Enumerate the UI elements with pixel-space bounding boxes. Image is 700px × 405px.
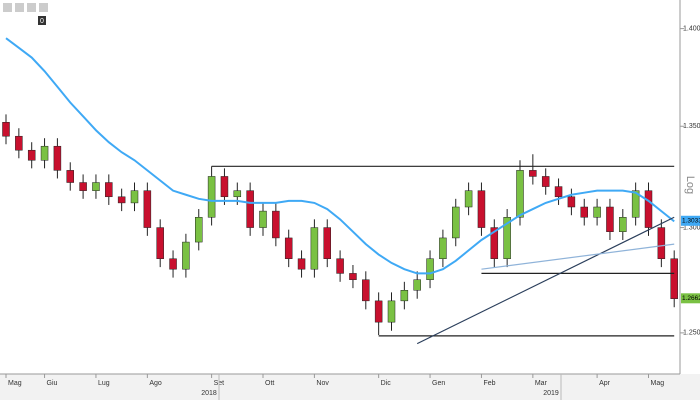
candle-body bbox=[66, 170, 74, 183]
candle-body bbox=[105, 182, 113, 198]
log-label: Log bbox=[684, 176, 696, 194]
candle-body bbox=[567, 196, 576, 208]
candle-body bbox=[593, 206, 601, 218]
candle-body bbox=[631, 190, 640, 218]
x-tick-label: Mag bbox=[651, 380, 665, 387]
drawn-line bbox=[416, 216, 675, 345]
candle-body bbox=[117, 196, 126, 204]
tool-button[interactable] bbox=[3, 3, 12, 12]
x-tick-label: Ago bbox=[149, 380, 162, 387]
x-tick-label: Giu bbox=[47, 380, 58, 387]
candle-body bbox=[541, 176, 550, 187]
price-tag bbox=[681, 215, 700, 226]
year-label: 2018 bbox=[201, 390, 217, 397]
candle-body bbox=[323, 227, 331, 259]
candle-body bbox=[79, 182, 87, 191]
candle-body bbox=[272, 210, 280, 239]
candle-body bbox=[246, 190, 254, 228]
candle-body bbox=[529, 170, 537, 177]
candle-body bbox=[657, 227, 666, 259]
candle-body bbox=[503, 217, 511, 259]
candle-body bbox=[156, 227, 164, 259]
candle-body bbox=[2, 122, 10, 137]
y-tick-label: 1.3500 bbox=[683, 123, 700, 130]
candle-body bbox=[143, 190, 152, 228]
price-tag bbox=[681, 293, 700, 304]
candle-body bbox=[195, 217, 203, 243]
candle-body bbox=[387, 300, 396, 323]
toolbar: 0 bbox=[3, 3, 48, 25]
year-label: 2019 bbox=[543, 390, 559, 397]
candle-body bbox=[284, 237, 293, 259]
candle-body bbox=[554, 186, 563, 198]
x-tick-label: Lug bbox=[98, 380, 110, 387]
candle-body bbox=[169, 258, 177, 270]
candle-body bbox=[92, 182, 100, 191]
y-tick-label: 1.3000 bbox=[683, 224, 700, 231]
tool-button[interactable] bbox=[27, 3, 36, 12]
candle-body bbox=[644, 190, 653, 228]
tool-button[interactable] bbox=[39, 3, 48, 12]
candle-body bbox=[464, 190, 473, 208]
candle-body bbox=[27, 149, 36, 161]
x-tick-label: Mar bbox=[535, 380, 548, 387]
candle-body bbox=[426, 258, 434, 280]
candle-body bbox=[374, 300, 383, 323]
x-tick-label: Dic bbox=[381, 380, 392, 387]
candle-body bbox=[580, 206, 588, 218]
drawn-line bbox=[481, 243, 675, 270]
candle-body bbox=[670, 258, 678, 299]
candle-body bbox=[310, 227, 319, 270]
candle-body bbox=[606, 206, 614, 232]
tool-button[interactable] bbox=[15, 3, 24, 12]
candle-body bbox=[233, 190, 242, 198]
candle-body bbox=[490, 227, 499, 259]
candle-body bbox=[349, 273, 357, 280]
candle-body bbox=[220, 176, 229, 198]
candle-body bbox=[259, 210, 267, 228]
candle-body bbox=[40, 145, 49, 161]
x-tick-label: Ott bbox=[265, 380, 274, 387]
candle-body bbox=[207, 176, 216, 218]
y-tick-label: 1.2500 bbox=[683, 330, 700, 337]
candle-body bbox=[516, 170, 524, 218]
candle-body bbox=[130, 190, 139, 204]
candle-body bbox=[297, 258, 306, 270]
candle-body bbox=[452, 206, 460, 239]
x-tick-label: Mag bbox=[8, 380, 22, 387]
candle-body bbox=[439, 237, 447, 259]
candle-body bbox=[400, 290, 409, 302]
x-axis-band bbox=[0, 374, 700, 400]
x-tick-label: Gen bbox=[432, 380, 445, 387]
x-tick-label: Feb bbox=[483, 380, 495, 387]
candle-body bbox=[15, 135, 23, 151]
candle-body bbox=[336, 258, 344, 274]
price-tag-label: 1.3033 bbox=[682, 217, 700, 224]
candle-body bbox=[477, 190, 486, 228]
candle-body bbox=[619, 217, 627, 232]
candle-body bbox=[53, 145, 62, 171]
badge-box bbox=[38, 16, 46, 25]
badge: 0 bbox=[40, 18, 44, 25]
candle-body bbox=[362, 279, 370, 302]
price-tag-label: 1.2662 bbox=[682, 295, 700, 302]
candle-body bbox=[182, 241, 190, 270]
y-tick-label: 1.4000 bbox=[683, 25, 700, 32]
x-tick-label: Nov bbox=[316, 380, 329, 387]
moving-average bbox=[5, 37, 675, 275]
x-tick-label: Apr bbox=[599, 380, 611, 387]
candle-body bbox=[413, 279, 421, 291]
